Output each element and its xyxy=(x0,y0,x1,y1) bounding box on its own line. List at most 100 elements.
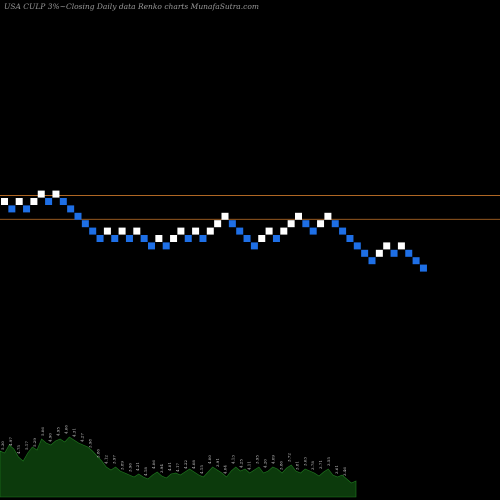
renko-brick xyxy=(412,257,420,265)
renko-brick xyxy=(405,249,413,257)
renko-brick xyxy=(15,198,23,205)
renko-brick xyxy=(419,264,427,272)
renko-brick xyxy=(368,257,376,265)
renko-brick xyxy=(309,227,317,235)
renko-brick xyxy=(59,198,67,205)
volume-label: 3.91 xyxy=(215,458,220,467)
renko-brick xyxy=(206,227,214,235)
renko-brick xyxy=(390,249,398,257)
volume-label: 4.31 xyxy=(72,428,77,437)
renko-brick xyxy=(250,242,258,250)
volume-label: 4.00 xyxy=(207,455,212,464)
renko-brick xyxy=(353,242,361,250)
renko-brick xyxy=(118,227,126,235)
volume-label: 5.30 xyxy=(0,441,5,450)
volume-label: 5.29 xyxy=(32,438,37,447)
chart-symbol: USA CULP 3%~ xyxy=(4,2,66,11)
volume-label: 4.90 xyxy=(48,433,53,442)
renko-brick xyxy=(170,235,178,242)
volume-label: 5.06 xyxy=(40,427,45,436)
volume-area xyxy=(0,436,357,498)
volume-label: 3.46 xyxy=(342,467,347,476)
renko-brick xyxy=(148,242,155,250)
volume-label: 4.17 xyxy=(175,463,180,472)
renko-brick xyxy=(155,235,163,242)
volume-label: 3.98 xyxy=(88,439,93,448)
renko-brick xyxy=(74,212,82,220)
volume-label: 4.15 xyxy=(199,465,204,474)
volume-label: 3.78 xyxy=(310,461,315,470)
renko-brick xyxy=(89,227,97,235)
volume-label: 4.66 xyxy=(64,425,69,434)
renko-brick xyxy=(81,220,89,228)
renko-brick xyxy=(339,227,347,235)
renko-brick xyxy=(52,190,60,198)
volume-label: 4.25 xyxy=(239,459,244,468)
volume-label: 3.71 xyxy=(318,460,323,469)
volume-labels: 5.30 4.974.75 5.17 5.295.064.904.95 4.66 4.31… xyxy=(0,425,347,476)
renko-brick xyxy=(272,235,280,242)
renko-brick xyxy=(199,235,207,242)
renko-brick xyxy=(96,235,104,242)
renko-brick xyxy=(324,212,332,220)
volume-label: 3.81 xyxy=(294,461,299,470)
renko-brick xyxy=(214,220,222,228)
renko-brick xyxy=(111,235,119,242)
volume-label: 3.97 xyxy=(111,455,116,464)
renko-brick xyxy=(221,212,229,220)
renko-brick xyxy=(8,205,16,213)
volume-label: 3.63 xyxy=(302,457,307,466)
renko-brick xyxy=(184,235,192,242)
renko-brick xyxy=(37,190,45,198)
volume-label: 4.09 xyxy=(270,455,275,464)
volume-label: 4.18 xyxy=(143,467,148,476)
volume-label: 4.11 xyxy=(247,461,252,470)
renko-brick xyxy=(228,220,236,228)
volume-label: 4.75 xyxy=(16,445,21,454)
volume-label: 3.96 xyxy=(127,463,132,472)
volume-label: 4.04 xyxy=(223,465,228,474)
volume-label: 3.89 xyxy=(119,461,124,470)
renko-brick xyxy=(287,220,295,228)
renko-brick xyxy=(67,205,75,213)
volume-label: 5.17 xyxy=(24,441,29,450)
volume-label: 4.22 xyxy=(183,460,188,469)
renko-brick xyxy=(1,198,8,205)
volume-label: 3.72 xyxy=(286,453,291,462)
volume-label: 3.95 xyxy=(255,455,260,464)
renko-brick xyxy=(45,198,53,205)
volume-label: 4.12 xyxy=(103,455,108,464)
volume-label: 4.27 xyxy=(80,433,85,442)
renko-brick xyxy=(23,205,31,213)
chart-subtitle: Closing Daily data Renko charts MunafaSu… xyxy=(66,2,259,11)
renko-brick xyxy=(280,227,288,235)
renko-brick xyxy=(317,220,325,228)
renko-brick xyxy=(397,242,405,250)
renko-brick xyxy=(375,249,383,257)
renko-brick xyxy=(192,227,200,235)
volume-label: 3.94 xyxy=(159,464,164,473)
volume-label: 4.13 xyxy=(231,455,236,464)
volume-label: 4.21 xyxy=(135,462,140,471)
renko-brick xyxy=(140,235,148,242)
renko-brick xyxy=(177,227,185,235)
renko-brick xyxy=(346,235,354,242)
renko-brick xyxy=(103,227,111,235)
renko-brick xyxy=(243,235,251,242)
volume-label: 4.08 xyxy=(191,460,196,469)
renko-bricks xyxy=(1,190,427,272)
renko-brick xyxy=(133,227,141,235)
volume-label: 4.06 xyxy=(151,460,156,469)
renko-brick xyxy=(302,220,310,228)
renko-brick xyxy=(383,242,391,250)
volume-label: 3.55 xyxy=(326,457,331,466)
volume-label: 4.20 xyxy=(263,459,268,468)
renko-brick xyxy=(295,212,302,220)
renko-brick xyxy=(265,227,273,235)
volume-label: 4.01 xyxy=(167,462,172,471)
renko-brick xyxy=(236,227,244,235)
volume-label: 4.95 xyxy=(56,427,61,436)
volume-area-path xyxy=(0,436,357,498)
volume-label: 4.97 xyxy=(8,437,13,446)
resistance-lines xyxy=(0,195,500,220)
